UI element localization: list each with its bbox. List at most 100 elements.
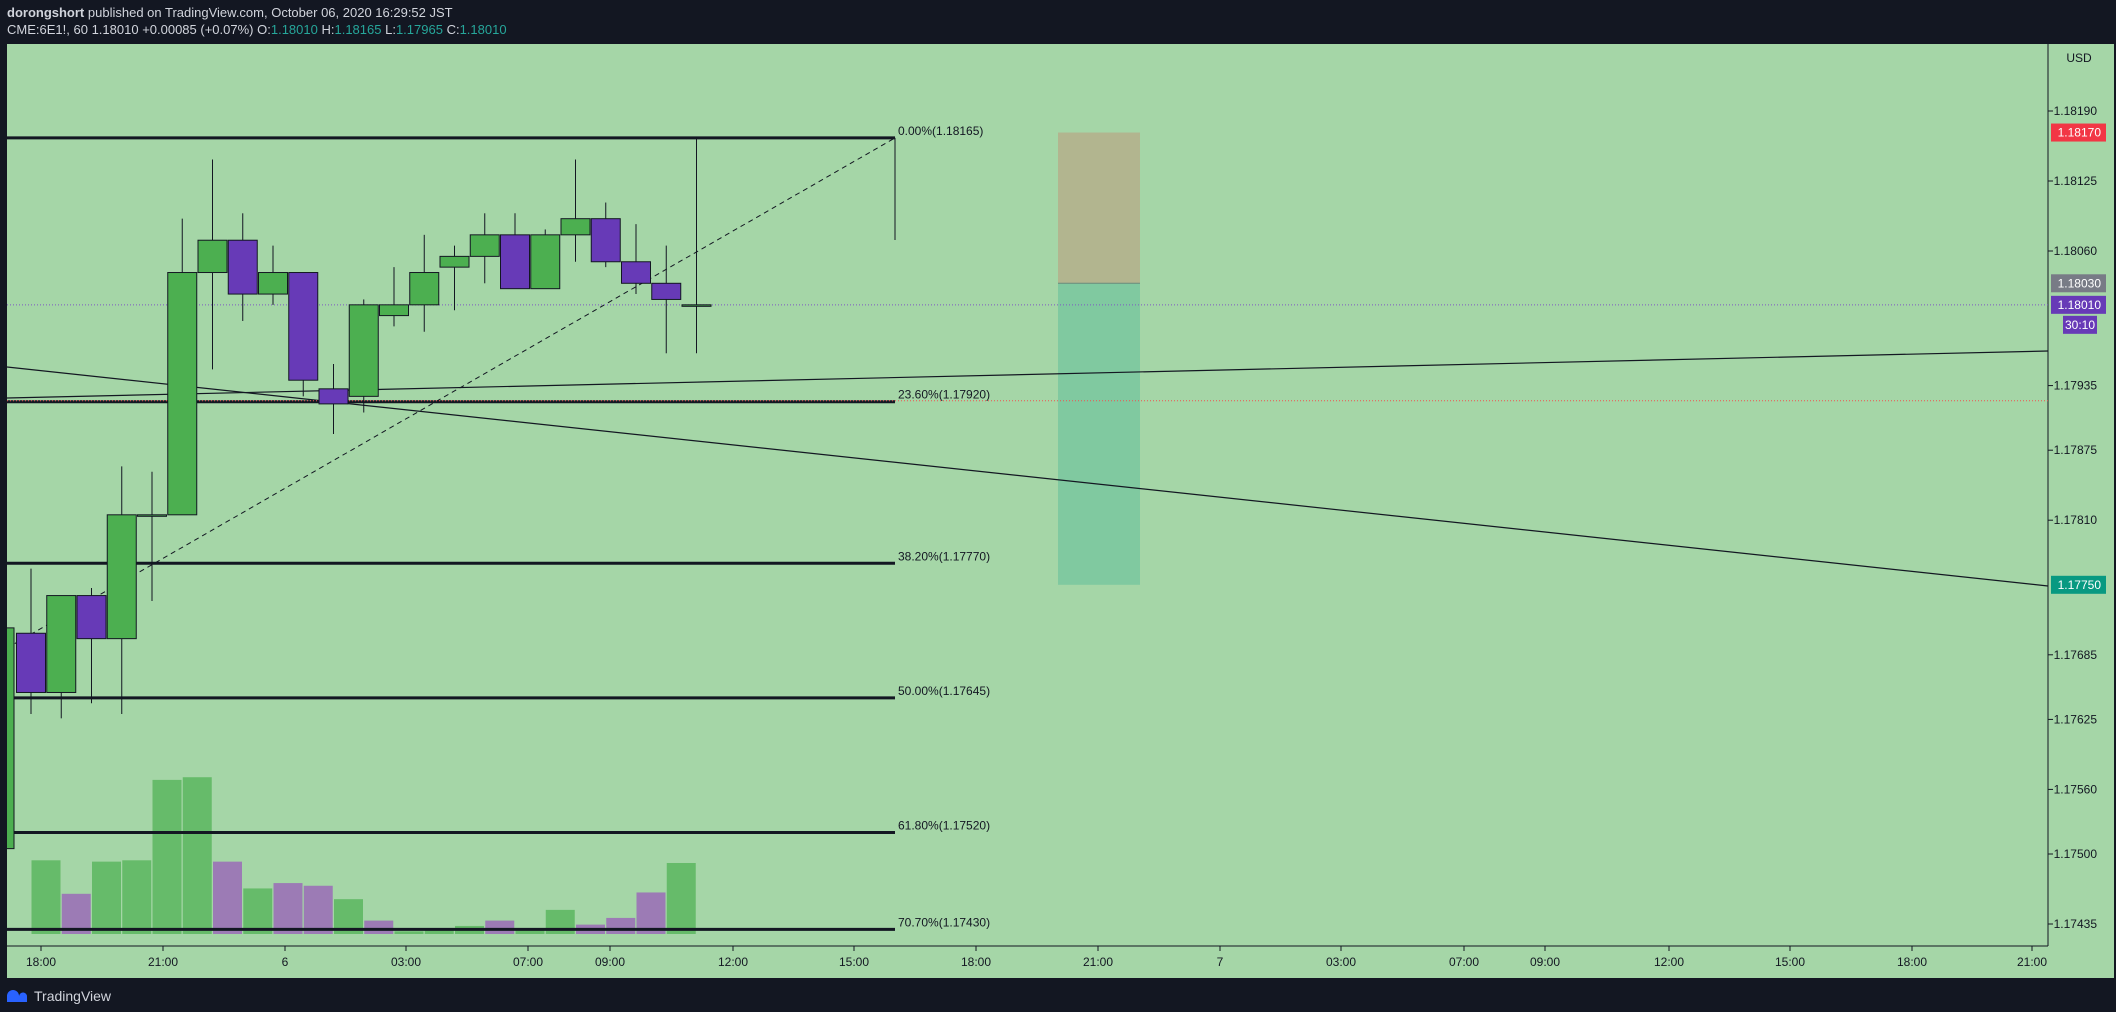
candle-bull: [197, 239, 228, 274]
time-tick-label: 18:00: [1897, 955, 1927, 969]
price-tick-label: 1.18125: [2054, 174, 2098, 188]
candle-bear: [651, 282, 682, 300]
fib-level-label: 61.80%(1.17520): [898, 818, 990, 832]
candle-bear: [227, 239, 258, 295]
time-tick-label: 6: [282, 955, 289, 969]
price-badge-text: 1.18010: [2058, 298, 2102, 312]
price-change: +0.00085 (+0.07%): [142, 22, 254, 37]
symbol-label[interactable]: CME:6E1!, 60: [7, 22, 88, 37]
candle-bear: [16, 632, 46, 693]
price-axis[interactable]: [2048, 44, 2114, 946]
price-tick-label: 1.17435: [2054, 917, 2098, 931]
time-tick-label: 12:00: [1654, 955, 1684, 969]
time-tick-label: 21:00: [1083, 955, 1113, 969]
time-tick-label: 18:00: [26, 955, 56, 969]
time-tick-label: 07:00: [1449, 955, 1479, 969]
low-value: 1.17965: [395, 22, 443, 37]
price-tick-label: 1.17935: [2054, 379, 2098, 393]
ohlc-legend: CME:6E1!, 60 1.18010 +0.00085 (+0.07%) O…: [7, 22, 507, 37]
price-badge: [2051, 575, 2106, 594]
last-price: 1.18010: [91, 22, 139, 37]
currency-label: USD: [2066, 51, 2092, 65]
position-target-zone[interactable]: [1058, 132, 1140, 284]
volume-bar: [243, 888, 273, 934]
volume-bar: [273, 883, 303, 934]
time-tick-label: 15:00: [839, 955, 869, 969]
candle-bear: [318, 388, 349, 405]
candle-bull: [348, 304, 379, 397]
time-tick-label: 21:00: [2017, 955, 2047, 969]
candles-layer: [16, 137, 712, 719]
open-label: O:: [257, 22, 271, 37]
candle-bear: [288, 272, 319, 381]
candle-bull: [46, 595, 77, 693]
brand-logo[interactable]: TradingView: [6, 988, 111, 1004]
fib-level-label: 23.60%(1.17920): [898, 388, 990, 402]
price-badge: [2051, 274, 2106, 293]
volume-bar: [31, 860, 61, 934]
candle-bull: [560, 218, 591, 236]
fib-retracement[interactable]: 0.00%(1.18165) 23.60%(1.17920) 38.20%(1.17…: [7, 124, 990, 931]
volume-bar: [606, 917, 636, 934]
candle-bull: [258, 272, 288, 295]
publish-info: dorongshort published on TradingView.com…: [7, 5, 453, 20]
price-badge-text: 1.17750: [2058, 578, 2102, 592]
volume-bar: [92, 861, 121, 934]
fib-level-label: 0.00%(1.18165): [898, 124, 983, 138]
tradingview-logo-icon: [7, 990, 28, 1002]
candle-bull: [137, 514, 167, 517]
candle-bear: [590, 218, 621, 263]
time-tick-label: 21:00: [148, 955, 178, 969]
footer-bar: TradingView: [0, 980, 2116, 1012]
price-chart[interactable]: USD 1.181901.181251.180601.179351.178751…: [0, 0, 2116, 980]
price-tick-layer: 1.18190 1.18125 1.18060 1.17935 1.17875 1.178…: [2048, 104, 2097, 931]
candle-bull: [106, 514, 137, 640]
fib-level-label: 38.20%(1.17770): [898, 549, 990, 563]
time-tick-layer: 18:00 21:00 6 03:00 07:00 09:00 12:00 15:00 18:0…: [26, 946, 2047, 969]
price-badge-text: 1.18030: [2058, 276, 2102, 290]
countdown-badge: [2063, 315, 2097, 334]
volume-bar: [515, 929, 545, 934]
fib-level-label: 70.70%(1.17430): [898, 915, 990, 929]
candle-bull: [409, 272, 440, 306]
chart-header: dorongshort published on TradingView.com…: [0, 0, 2116, 42]
candle-bull: [439, 255, 470, 268]
time-tick-label: 7: [1217, 955, 1224, 969]
price-tick-label: 1.17625: [2054, 712, 2098, 726]
volume-bar: [364, 920, 394, 934]
price-tick-label: 1.18060: [2054, 244, 2098, 258]
volume-bar: [485, 920, 515, 934]
volume-bar: [303, 885, 333, 934]
price-tick-label: 1.17685: [2054, 648, 2098, 662]
close-value: 1.18010: [459, 22, 507, 37]
position-stop-zone[interactable]: [1058, 283, 1140, 585]
low-label: L:: [385, 22, 396, 37]
price-tick-label: 1.17875: [2054, 443, 2098, 457]
volume-bar: [152, 779, 182, 934]
volume-bar: [182, 777, 212, 934]
candle-bull: [469, 234, 500, 257]
price-tick-label: 1.17810: [2054, 513, 2098, 527]
time-axis[interactable]: [7, 946, 2114, 978]
candle-bear: [76, 595, 107, 640]
volume-bar: [666, 862, 696, 934]
published-text: published on TradingView.com, October 06…: [87, 5, 453, 20]
time-tick-label: 03:00: [391, 955, 421, 969]
price-badge: [2051, 295, 2106, 314]
candle-bull: [167, 272, 198, 516]
time-tick-label: 18:00: [961, 955, 991, 969]
brand-name: TradingView: [34, 988, 112, 1004]
candle-bull: [530, 234, 561, 290]
time-tick-label: 15:00: [1775, 955, 1805, 969]
candle-bear: [500, 234, 530, 290]
time-tick-label: 09:00: [1530, 955, 1560, 969]
chart-pane[interactable]: [7, 44, 2048, 946]
long-position-tool[interactable]: [1058, 132, 1140, 585]
high-label: H:: [321, 22, 335, 37]
author-name[interactable]: dorongshort: [7, 5, 85, 20]
price-tick-label: 1.17560: [2054, 782, 2098, 796]
time-tick-label: 03:00: [1326, 955, 1356, 969]
volume-bar: [424, 929, 454, 934]
volume-bar: [636, 892, 666, 934]
high-value: 1.18165: [334, 22, 382, 37]
